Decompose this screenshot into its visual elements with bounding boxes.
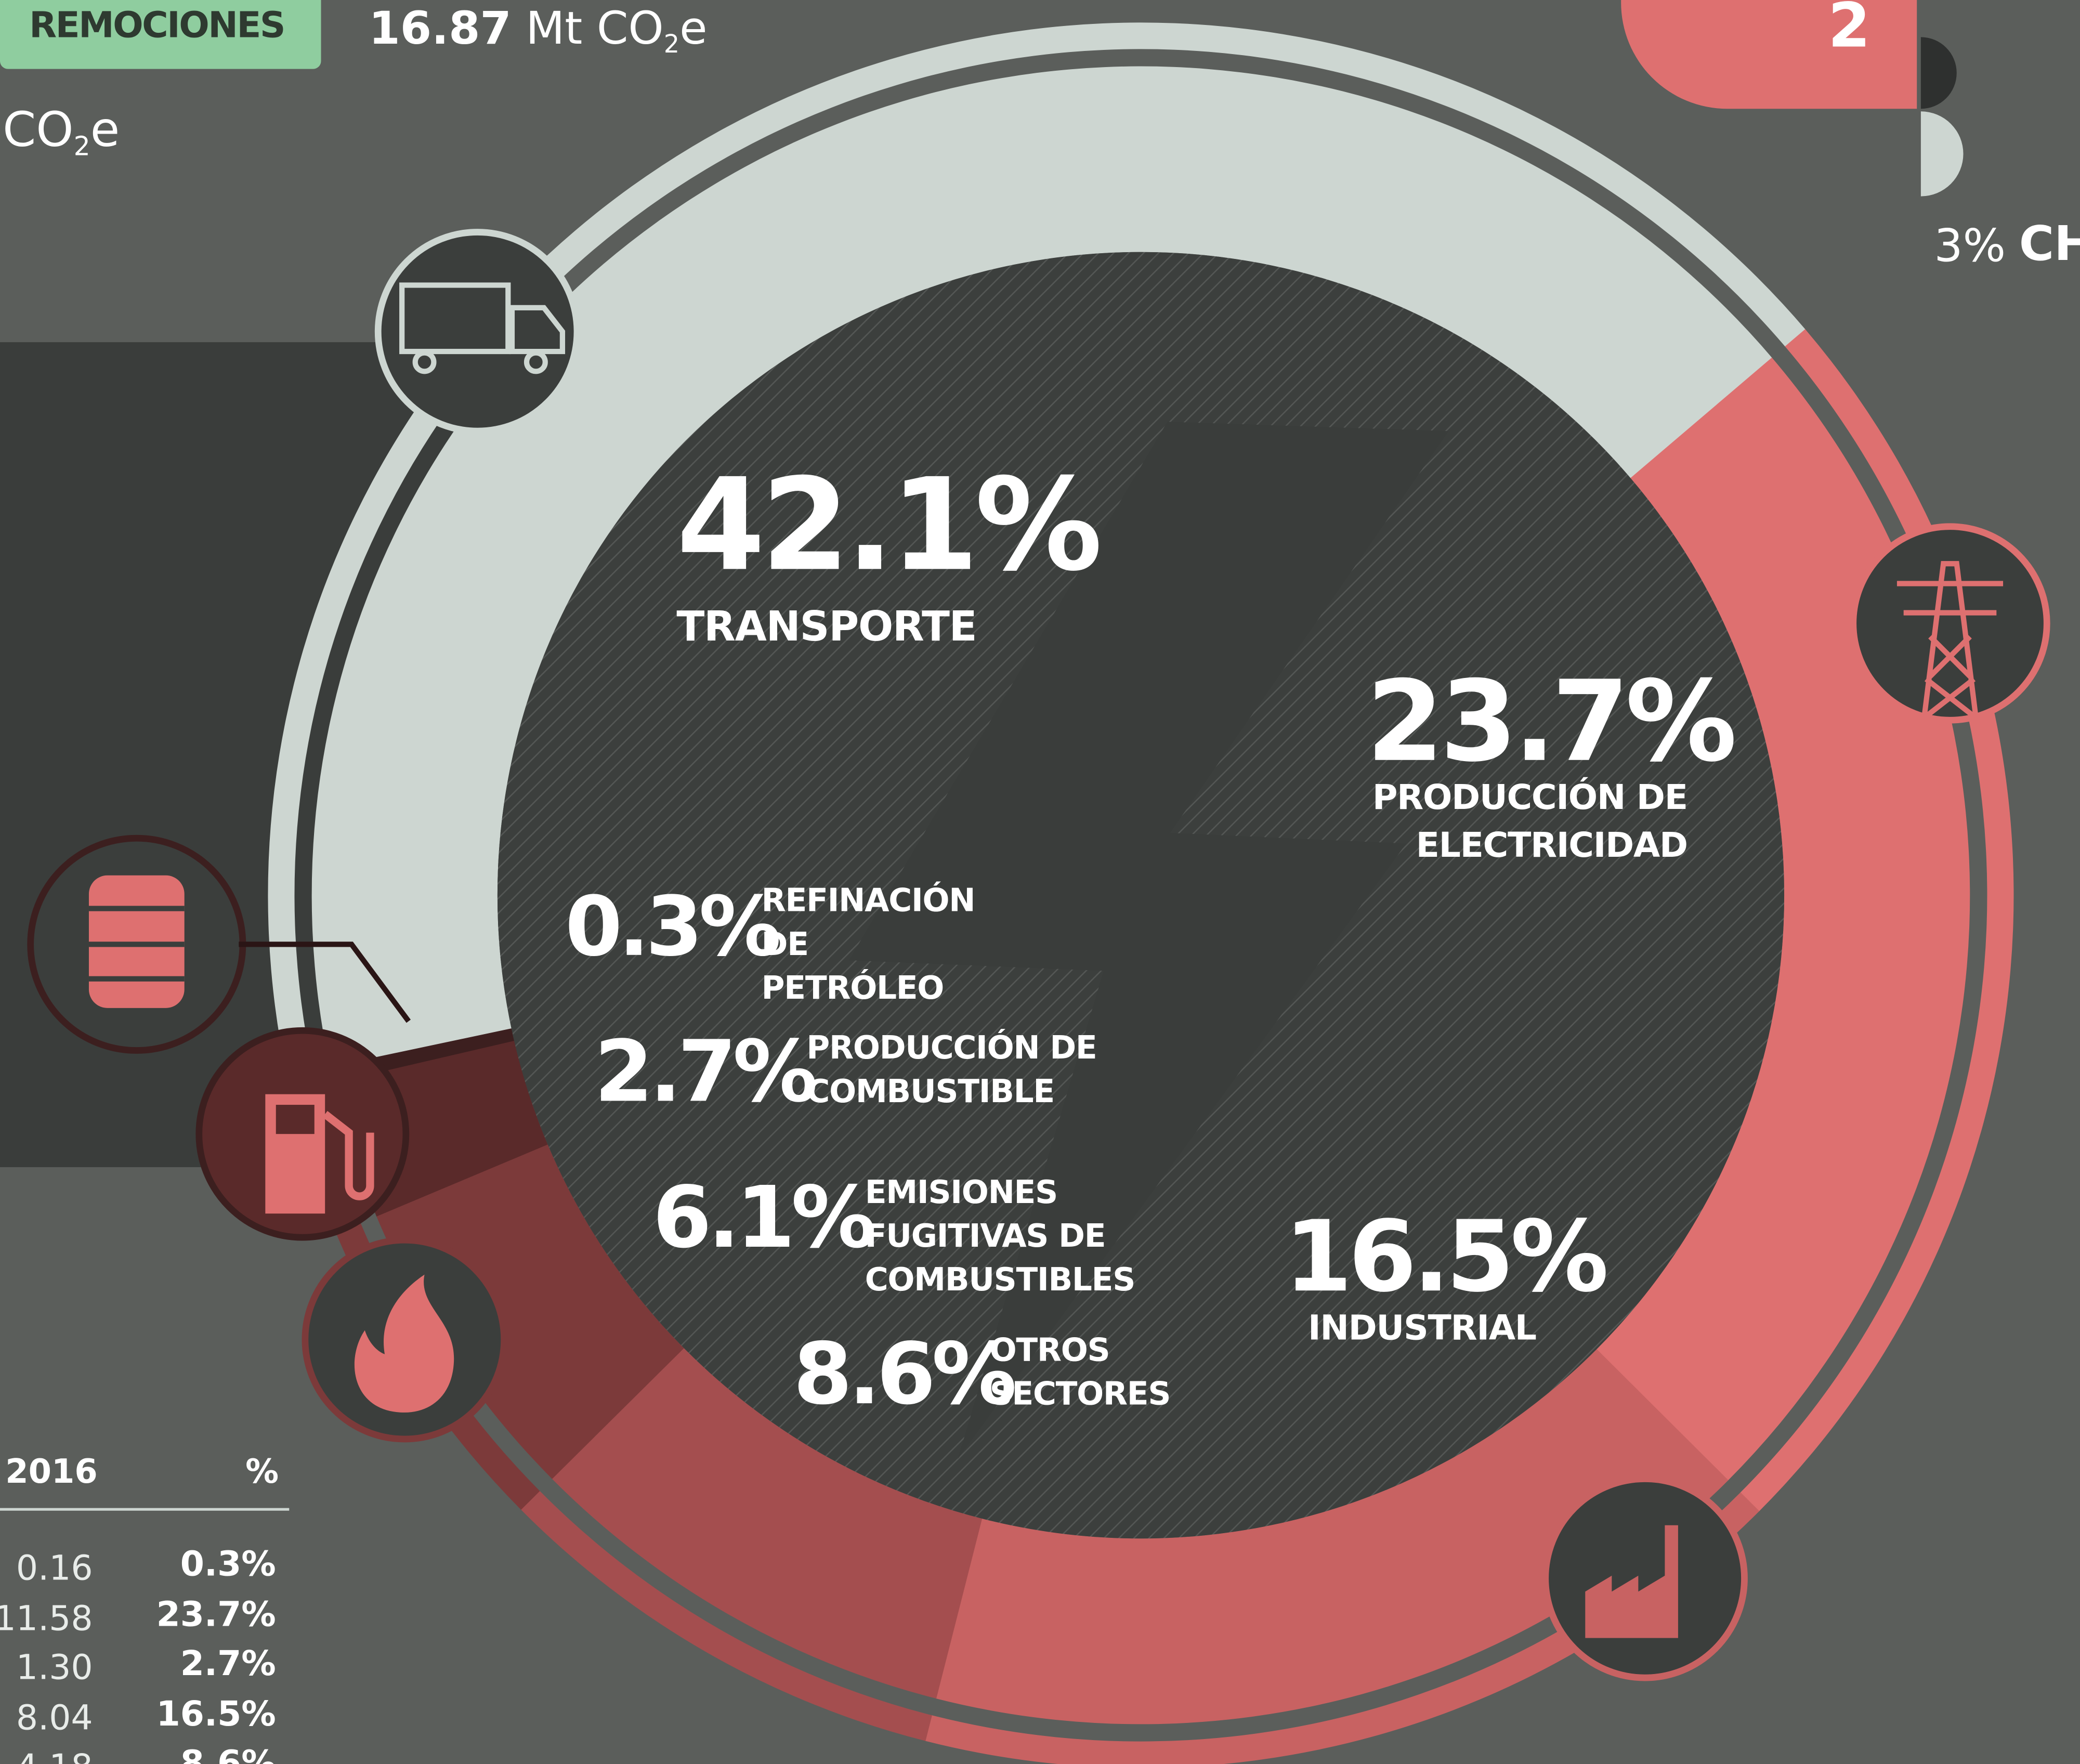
value-label: 42.1% [676,451,1102,600]
gas-sub: 2 [1828,0,1870,61]
table-cell: 16.5% [156,1694,276,1734]
gas-pct: 3% [1934,220,2006,273]
table-cell: 23.7% [156,1595,276,1635]
donut-segment [268,22,1806,1077]
donut-segment [336,1144,684,1510]
factory-icon [1542,1475,1748,1681]
unit: CO [3,103,74,158]
lightning [849,422,1449,1459]
table-header: 2016 [5,1452,98,1491]
value-label: 6.1% [652,1170,876,1268]
category-label: EMISIONES FUGITIVAS DE COMBUSTIBLES [865,1173,1136,1299]
category-label: INDUSTRIAL [1307,1309,1537,1349]
value-label: 16.5% [1284,1200,1608,1315]
donut-segment [924,1349,1760,1764]
table-cell: 4.18 [16,1748,93,1764]
gas-dot [1920,111,1964,197]
badge-text: REMOCIONES [29,5,285,47]
badge [0,0,321,69]
category-label: OTROS SECTORES [989,1331,1171,1413]
gas-name: CH [2019,217,2080,272]
left-unit: CO2e [3,103,120,162]
table-header: % [245,1452,279,1491]
table-cell: 8.04 [16,1698,93,1739]
barrel-icon [27,834,411,1054]
table-cell: 2.7% [180,1644,276,1684]
table-cell: 8.6% [180,1744,276,1764]
pump-icon [195,1027,410,1241]
category-label: PRODUCCIÓN DE ELECTRICIDAD [1372,778,1688,866]
donut-segment [520,1348,983,1741]
unit-end: e [90,103,120,158]
unit-sub: 2 [663,31,680,59]
unit-sub: 2 [73,131,90,162]
value: 16.87 [369,3,512,56]
table-cell: 11.58 [0,1599,93,1639]
category-label: TRANSPORTE [676,603,977,651]
table-cell: 0.3% [180,1545,276,1585]
unit-end: e [679,3,708,56]
category-label: PRODUCCIÓN DE COMBUSTIBLE [806,1029,1097,1110]
table-cell: 0.16 [16,1549,93,1589]
tower-icon [1850,523,2050,724]
value-label: 8.6% [793,1326,1017,1425]
value-label: 23.7% [1366,656,1737,787]
gas-dot [1920,37,1957,109]
flame-icon [302,1236,508,1443]
table-cell: 1.30 [16,1649,93,1689]
value-label: 0.3% [565,878,781,975]
unit: Mt CO [526,3,664,56]
value-label: 2.7% [594,1024,818,1122]
truck-icon [374,229,581,435]
gas-badge [1621,0,1917,109]
category-label: REFINACIÓN DE PETRÓLEO [761,882,976,1007]
header-value: 16.87 Mt CO2e [369,3,707,59]
